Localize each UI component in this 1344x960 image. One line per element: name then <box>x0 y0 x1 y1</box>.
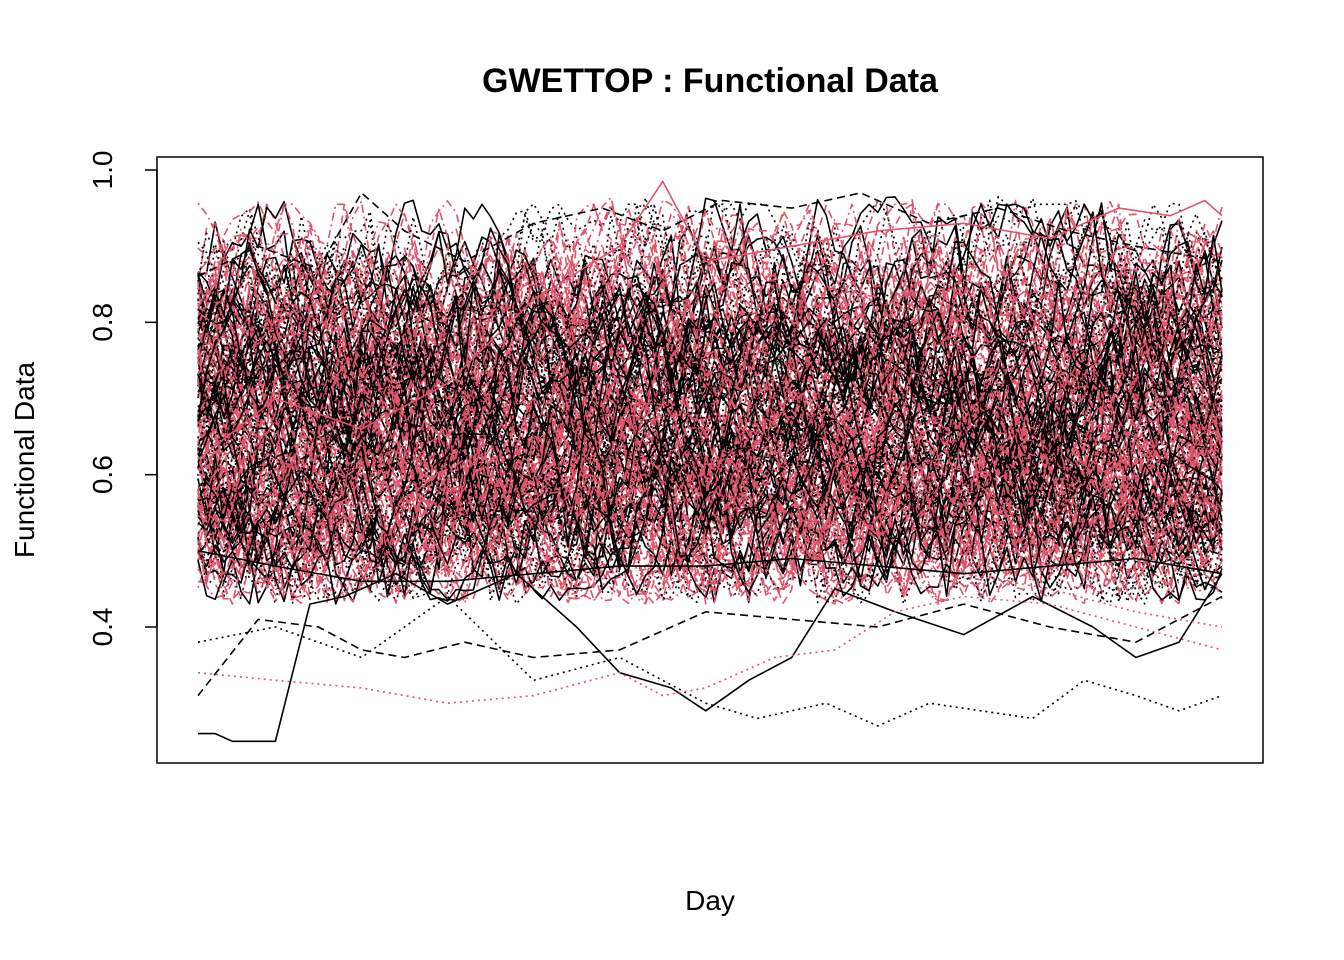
series-line <box>197 212 1223 455</box>
series-layer <box>197 180 1223 743</box>
series-line <box>197 214 1223 427</box>
series-line <box>197 212 1223 415</box>
series-line <box>197 200 1223 396</box>
series-line <box>197 228 1223 443</box>
series-line <box>197 394 1223 605</box>
series-line <box>197 262 1223 511</box>
y-tick-label: 0.6 <box>87 455 118 494</box>
series-line <box>197 223 1223 450</box>
series-line <box>197 210 1223 391</box>
series-line <box>197 422 1223 600</box>
series-line <box>197 312 1223 540</box>
y-axis-label: Functional Data <box>9 362 40 559</box>
plot-area <box>197 180 1223 743</box>
series-line <box>197 405 1223 604</box>
series-line <box>197 342 1223 521</box>
y-tick-label: 1.0 <box>87 151 118 190</box>
series-line <box>197 421 1223 602</box>
y-axis: 0.4 0.6 0.8 1.0 <box>87 151 158 647</box>
series-line <box>197 200 1223 366</box>
series-line <box>197 354 1223 516</box>
series-line-outlier <box>197 595 1223 704</box>
chart-title: GWETTOP : Functional Data <box>482 62 939 100</box>
series-line <box>197 345 1223 557</box>
series-line-outlier <box>198 572 1223 743</box>
series-line <box>197 253 1223 457</box>
series-line <box>197 196 1223 431</box>
series-line <box>197 387 1223 570</box>
series-line-outlier <box>197 180 1223 461</box>
y-tick-label: 0.4 <box>87 608 118 647</box>
series-line <box>197 203 1223 401</box>
series-line <box>197 413 1223 584</box>
series-line <box>197 336 1223 569</box>
series-line <box>197 202 1223 385</box>
series-line <box>197 247 1223 444</box>
series-line <box>197 343 1223 575</box>
series-line <box>197 370 1223 581</box>
series-line <box>197 375 1223 590</box>
series-line <box>197 278 1223 469</box>
series-line <box>197 400 1223 602</box>
series-line-outlier <box>197 595 1223 727</box>
series-line-outlier <box>197 595 1223 697</box>
series-line <box>197 389 1223 605</box>
x-axis-label: Day <box>685 885 735 916</box>
series-line <box>197 420 1223 605</box>
series-line <box>197 203 1223 428</box>
series-line <box>197 403 1223 603</box>
series-line <box>197 423 1223 604</box>
y-tick-label: 0.8 <box>87 303 118 342</box>
series-line <box>197 234 1223 459</box>
series-line <box>197 203 1223 439</box>
series-line <box>197 298 1223 496</box>
series-line <box>197 241 1223 479</box>
series-line <box>197 468 1223 605</box>
series-line <box>197 413 1223 603</box>
series-line <box>197 398 1223 583</box>
series-line <box>197 335 1223 546</box>
series-line <box>197 201 1223 423</box>
series-line <box>197 254 1223 484</box>
series-line <box>197 275 1223 526</box>
series-line <box>197 318 1223 571</box>
series-line-outlier <box>197 550 1223 583</box>
series-line <box>197 203 1223 414</box>
series-line <box>197 199 1223 449</box>
series-line <box>197 291 1223 494</box>
series-line <box>197 314 1223 513</box>
series-line <box>197 370 1223 605</box>
series-line <box>197 450 1223 596</box>
series-line <box>197 280 1223 505</box>
series-line <box>197 455 1223 603</box>
series-line <box>197 323 1223 561</box>
series-line <box>197 353 1223 522</box>
series-line <box>197 399 1223 583</box>
